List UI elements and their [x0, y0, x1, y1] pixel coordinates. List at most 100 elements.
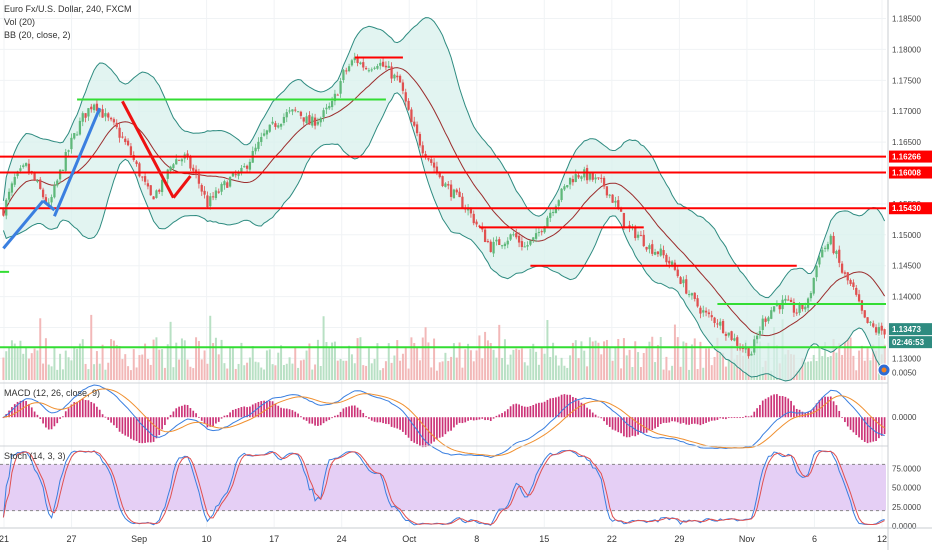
macd-hist-149: [424, 417, 427, 448]
macd-hist-94: [268, 400, 271, 418]
legend-vol[interactable]: Vol (20): [4, 17, 35, 27]
volume-bar-171: [486, 340, 489, 380]
macd-hist-184: [523, 406, 526, 418]
volume-bar-147: [418, 360, 421, 380]
volume-bar-250: [710, 365, 713, 380]
volume-bar-161: [458, 342, 461, 380]
macd-hist-301: [855, 417, 858, 436]
candle-62: [177, 159, 181, 161]
candle-body: [498, 239, 501, 246]
legend-macd[interactable]: MACD (12, 26, close, 9): [4, 388, 100, 398]
volume-bar-177: [503, 339, 506, 380]
macd-hist-300: [852, 417, 855, 433]
volume-bar-16: [47, 364, 50, 380]
price-tick-label: 1.18000: [892, 45, 921, 54]
macd-pane[interactable]: [0, 382, 932, 458]
candle-279: [792, 298, 796, 317]
legend-symbol[interactable]: Euro Fx/U.S. Dollar, 240, FXCM: [4, 4, 132, 14]
candle-133: [379, 59, 382, 70]
macd-hist-13: [39, 417, 42, 419]
volume-bar-156: [444, 352, 447, 380]
candle-body: [755, 335, 759, 340]
candle-body: [767, 317, 770, 322]
candle-42: [121, 132, 124, 139]
macd-hist-128: [365, 416, 367, 418]
candle-162: [461, 193, 464, 209]
candle-body: [41, 189, 45, 198]
volume-bar-134: [382, 368, 385, 380]
candles[interactable]: [2, 52, 886, 359]
macd-hist-98: [280, 407, 282, 418]
macd-hist-71: [203, 417, 206, 424]
candle-52: [149, 185, 152, 196]
macd-hist-135: [385, 417, 387, 424]
candle-54: [155, 189, 158, 199]
candle-226: [642, 230, 645, 248]
candle-282: [801, 304, 804, 312]
macd-hist-2: [8, 410, 10, 418]
legend-bb[interactable]: BB (20, close, 2): [4, 30, 71, 40]
macd-hist-272: [773, 394, 775, 418]
volume-bar-35: [101, 344, 104, 380]
macd-hist-113: [322, 417, 325, 424]
volume-bar-48: [138, 355, 141, 380]
volume-bar-84: [240, 342, 243, 380]
volume-bar-114: [325, 342, 328, 380]
volume-bar-59: [169, 321, 172, 380]
macd-hist-158: [450, 417, 452, 431]
volume-bar-189: [537, 364, 540, 380]
macd-hist-50: [144, 417, 146, 443]
macd-hist-189: [538, 402, 540, 418]
macd-hist-274: [778, 395, 781, 418]
candle-body: [472, 213, 475, 224]
stoch-pane[interactable]: [0, 445, 932, 526]
candle-body: [90, 106, 93, 110]
candle-body: [135, 161, 138, 165]
volume-bar-200: [569, 355, 572, 380]
volume-bar-287: [815, 361, 818, 380]
volume-bar-187: [532, 343, 535, 380]
volume-bar-227: [645, 346, 648, 380]
candle-body: [469, 207, 473, 214]
candle-body: [829, 235, 832, 245]
volume-bar-112: [319, 366, 322, 380]
macd-hist-271: [770, 395, 773, 418]
candle-265: [753, 335, 756, 356]
candle-43: [124, 136, 127, 145]
candle-body: [435, 166, 439, 172]
macd-hist-239: [679, 417, 682, 424]
candle-body: [775, 304, 779, 306]
candle-body: [143, 176, 147, 182]
volume-bar-214: [608, 346, 611, 380]
drawings[interactable]: [0, 56, 886, 349]
legend-stoch[interactable]: Stoch (14, 3, 3): [4, 451, 66, 461]
candle-4: [13, 173, 16, 188]
time-tick-label: Nov: [739, 534, 756, 544]
macd-hist-12: [36, 414, 39, 418]
macd-hist-178: [506, 409, 509, 418]
candle-body: [704, 310, 708, 313]
time-tick-label: 24: [337, 534, 347, 544]
macd-hist-236: [671, 417, 673, 422]
macd-hist-231: [657, 417, 659, 427]
volume-bar-79: [226, 368, 229, 380]
candle-207: [588, 172, 592, 182]
macd-hist-106: [302, 417, 305, 420]
volume-bar-213: [605, 339, 608, 380]
candle-245: [696, 294, 699, 308]
candle-181: [515, 228, 518, 240]
volume-bar-212: [603, 341, 606, 380]
macd-hist-297: [844, 417, 846, 423]
candle-body: [444, 183, 447, 187]
volume-bar-56: [161, 349, 164, 380]
volume-bar-125: [356, 338, 359, 380]
macd-hist-234: [665, 417, 668, 423]
candle-body: [662, 250, 665, 256]
candle-278: [789, 297, 793, 303]
candle-body: [240, 167, 243, 172]
candle-152: [432, 158, 436, 173]
macd-hist-21: [62, 416, 64, 418]
candle-body: [855, 287, 858, 295]
candle-body: [458, 191, 461, 198]
